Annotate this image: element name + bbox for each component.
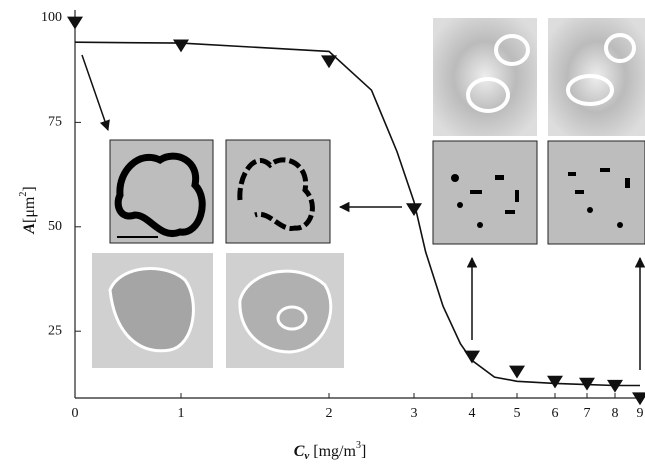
y-tick-label: 100 [41, 10, 62, 25]
x-tick-label: 8 [612, 406, 619, 421]
data-point [509, 366, 525, 379]
x-tick-label: 2 [326, 406, 333, 421]
y-axis-label: A[μm2] [18, 186, 37, 234]
x-tick-label: 5 [514, 406, 521, 421]
x-tick-label: 7 [584, 406, 591, 421]
data-point [632, 392, 645, 405]
data-point [67, 17, 83, 30]
x-tick-label: 0 [72, 406, 79, 421]
inset-images [92, 18, 645, 368]
x-tick-label: 9 [637, 406, 644, 421]
data-point [173, 40, 189, 53]
y-tick-label: 25 [48, 323, 62, 338]
x-tick-label: 1 [178, 406, 185, 421]
y-tick-label: 75 [48, 115, 62, 130]
data-point [547, 376, 563, 389]
x-tick-label: 3 [411, 406, 418, 421]
x-tick-label: 6 [552, 406, 559, 421]
page: {"chart_data": { "type": "scatter", "xla… [0, 0, 645, 470]
chart: Cv[mg/m3] A[μm2] 0 1 2 3 4 5 6 7 8 9 25 50 75 100 [0, 0, 645, 470]
x-axis-label: Cv[mg/m3] [294, 440, 367, 461]
y-tick-label: 50 [48, 219, 62, 234]
x-tick-label: 4 [469, 406, 476, 421]
